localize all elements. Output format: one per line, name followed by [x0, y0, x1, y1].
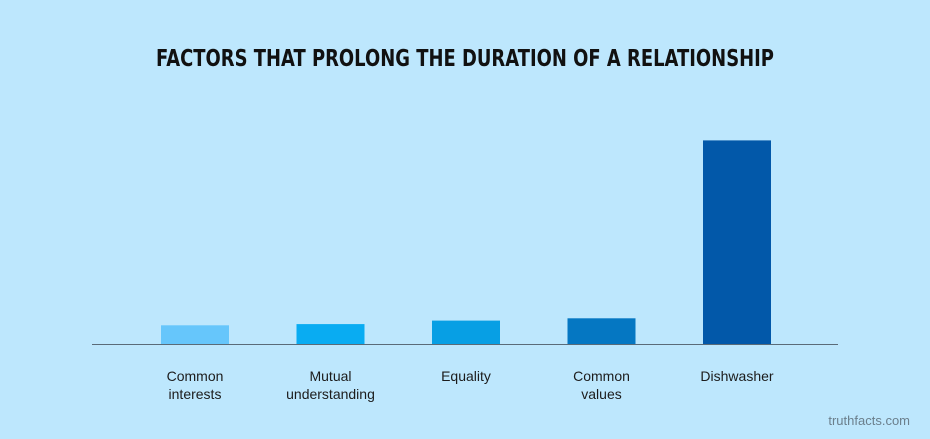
- bar-2: [432, 320, 500, 344]
- bar-3: [567, 318, 636, 344]
- bar-4: [703, 140, 771, 344]
- x-tick-label-1: Mutual understanding: [286, 368, 375, 402]
- x-tick-label-2: Equality: [441, 368, 491, 384]
- bar-1: [296, 324, 365, 344]
- bar-0: [161, 325, 229, 344]
- chart-title: FACTORS THAT PROLONG THE DURATION OF A R…: [156, 46, 774, 72]
- x-tick-label-3: Common values: [573, 368, 630, 402]
- source-credit: truthfacts.com: [828, 413, 910, 428]
- x-tick-label-4: Dishwasher: [700, 368, 773, 384]
- x-tick-label-0: Common interests: [167, 368, 224, 402]
